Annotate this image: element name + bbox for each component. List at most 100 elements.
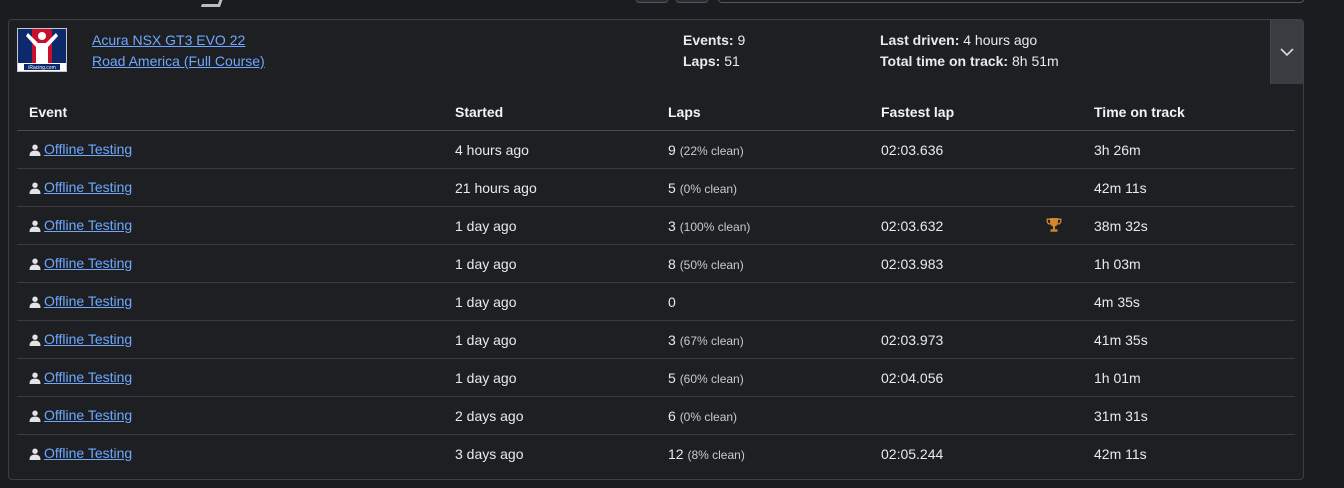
total-time-value: 8h 51m (1011, 53, 1059, 69)
event-link[interactable]: Offline Testing (44, 140, 133, 157)
person-icon (29, 295, 41, 311)
column-header-fastest-lap[interactable]: Fastest lap (869, 93, 1082, 131)
clean-percent: (50% clean) (679, 257, 744, 272)
time-on-track-cell: 1h 03m (1082, 244, 1295, 283)
clean-percent: (60% clean) (679, 371, 744, 386)
clean-percent: (67% clean) (679, 333, 744, 348)
started-cell: 21 hours ago (443, 168, 656, 207)
fastest-lap-value: 02:03.636 (881, 141, 944, 158)
events-label: Events: (683, 32, 734, 48)
track-link[interactable]: Road America (Full Course) (92, 53, 265, 69)
event-cell: Offline Testing (17, 396, 443, 435)
fastest-lap-value: 02:03.632 (881, 217, 944, 234)
fastest-lap-value: 02:04.056 (881, 369, 944, 386)
laps-cell: 9 (22% clean) (656, 130, 869, 169)
events-table: Event Started Laps Fastest lap Time on t… (17, 93, 1295, 472)
event-link[interactable]: Offline Testing (44, 406, 133, 423)
person-icon (29, 409, 41, 425)
fastest-lap-cell (869, 396, 1082, 435)
total-time-label: Total time on track: (880, 53, 1009, 69)
chevron-down-icon (1280, 48, 1294, 57)
started-cell: 1 day ago (443, 206, 656, 245)
collapse-button[interactable] (1270, 20, 1303, 84)
clean-percent: (100% clean) (679, 219, 751, 234)
fastest-lap-cell (869, 282, 1082, 321)
fastest-lap-value: 02:05.244 (881, 445, 944, 462)
event-cell: Offline Testing (17, 435, 443, 473)
laps-cell: 5 (0% clean) (656, 168, 869, 207)
fastest-lap-cell: 02:03.632 (869, 206, 1082, 245)
laps-cell: 6 (0% clean) (656, 396, 869, 435)
laps-count: 6 (668, 407, 676, 424)
laps-stat: Laps: 51 (683, 53, 740, 69)
time-on-track-cell: 3h 26m (1082, 130, 1295, 169)
laps-count: 3 (668, 331, 676, 348)
toolbar-button[interactable] (636, 0, 668, 3)
table-row: Offline Testing 4 hours ago 9 (22% clean… (17, 130, 1295, 169)
column-header-laps[interactable]: Laps (656, 93, 869, 131)
top-header-fragment (0, 0, 1344, 7)
laps-cell: 8 (50% clean) (656, 244, 869, 283)
person-icon (29, 333, 41, 349)
table-row: Offline Testing 21 hours ago 5 (0% clean… (17, 168, 1295, 207)
laps-cell: 0 (656, 282, 869, 321)
column-header-started[interactable]: Started (443, 93, 656, 131)
fastest-lap-cell: 02:03.636 (869, 130, 1082, 169)
time-on-track-cell: 41m 35s (1082, 320, 1295, 359)
event-cell: Offline Testing (17, 282, 443, 321)
table-row: Offline Testing 1 day ago 5 (60% clean) … (17, 358, 1295, 397)
laps-count: 8 (668, 255, 676, 272)
event-cell: Offline Testing (17, 168, 443, 207)
person-icon (29, 447, 41, 463)
column-header-event[interactable]: Event (17, 93, 443, 131)
total-time-stat: Total time on track: 8h 51m (880, 53, 1059, 69)
heading-fragment (200, 0, 227, 7)
car-link[interactable]: Acura NSX GT3 EVO 22 (92, 32, 246, 48)
started-cell: 3 days ago (455, 445, 524, 462)
events-stat: Events: 9 (683, 32, 745, 48)
time-on-track-cell: 38m 32s (1082, 206, 1295, 245)
time-on-track-cell: 42m 11s (1094, 445, 1147, 462)
clean-percent: (22% clean) (679, 143, 744, 158)
toolbar-button[interactable] (676, 0, 708, 3)
table-row: Offline Testing 1 day ago 3 (100% clean)… (17, 206, 1295, 245)
started-cell: 4 hours ago (443, 130, 656, 169)
column-header-time-on-track[interactable]: Time on track (1082, 93, 1295, 131)
laps-count: 12 (668, 445, 684, 462)
table-row: Offline Testing 1 day ago 8 (50% clean) … (17, 244, 1295, 283)
table-row: Offline Testing 2 days ago 6 (0% clean) … (17, 396, 1295, 435)
laps-cell: 3 (67% clean) (656, 320, 869, 359)
laps-count: 3 (668, 217, 676, 234)
event-link[interactable]: Offline Testing (44, 330, 133, 347)
event-link[interactable]: Offline Testing (44, 254, 133, 271)
event-cell: Offline Testing (17, 130, 443, 169)
event-link[interactable]: Offline Testing (44, 444, 133, 461)
person-icon (29, 257, 41, 273)
started-cell: 1 day ago (443, 282, 656, 321)
svg-text:iRacing.com: iRacing.com (28, 65, 56, 71)
person-icon (29, 371, 41, 387)
fastest-lap-cell: 02:04.056 (869, 358, 1082, 397)
clean-percent: (8% clean) (687, 447, 745, 462)
laps-label: Laps: (683, 53, 721, 69)
started-cell: 2 days ago (443, 396, 656, 435)
table-row: Offline Testing 1 day ago 0 4m 35s (17, 282, 1295, 321)
time-on-track-cell: 31m 31s (1082, 396, 1295, 435)
laps-cell: 12 (8% clean) (656, 435, 869, 473)
laps-cell: 3 (100% clean) (656, 206, 869, 245)
laps-count: 9 (668, 141, 676, 158)
fastest-lap-cell (869, 168, 1082, 207)
iracing-logo: iRacing.com (17, 28, 67, 72)
person-icon (29, 219, 41, 235)
fastest-lap-cell: 02:05.244 (869, 435, 1082, 473)
laps-count: 5 (668, 369, 676, 386)
event-link[interactable]: Offline Testing (44, 216, 133, 233)
events-value: 9 (737, 32, 746, 48)
time-on-track-cell: 42m 11s (1082, 168, 1295, 207)
event-link[interactable]: Offline Testing (44, 178, 133, 195)
event-link[interactable]: Offline Testing (44, 368, 133, 385)
started-cell: 1 day ago (443, 244, 656, 283)
event-link[interactable]: Offline Testing (44, 292, 133, 309)
laps-count: 5 (668, 179, 676, 196)
search-input[interactable] (718, 0, 1304, 3)
